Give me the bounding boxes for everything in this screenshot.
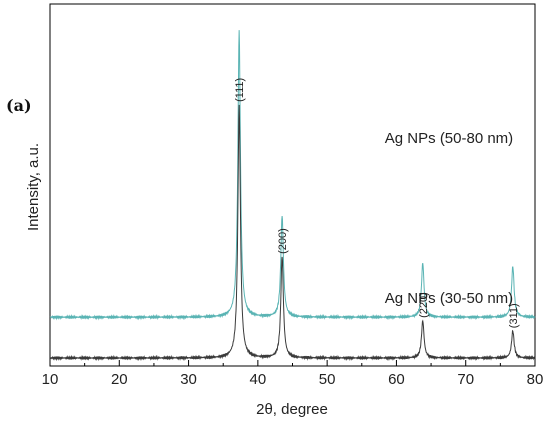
series-labels: Ag NPs (50-80 nm) Ag NPs (30-50 nm)	[385, 130, 513, 307]
x-tick-label: 70	[457, 371, 474, 388]
plot-frame	[49, 3, 536, 367]
panel-label: (a)	[6, 96, 32, 115]
peak-label-0: (111)	[234, 78, 246, 102]
series-label-1: Ag NPs (30-50 nm)	[385, 290, 513, 307]
series-label-0: Ag NPs (50-80 nm)	[385, 130, 513, 147]
peak-labels: (111) (200) (220) (311)	[234, 78, 520, 328]
y-axis-title: Intensity, a.u.	[25, 143, 42, 231]
peak-label-2: (220)	[418, 292, 430, 318]
series-line-0	[49, 30, 536, 321]
x-tick-label: 40	[250, 371, 267, 388]
x-axis-title: 2θ, degree	[256, 401, 328, 418]
series-layer	[49, 30, 536, 362]
x-tick-label: 20	[111, 371, 128, 388]
x-tick-label: 60	[388, 371, 405, 388]
x-axis-ticks: 10 20 30 40 50 60 70 80	[42, 360, 544, 388]
x-tick-label: 80	[527, 371, 544, 388]
x-tick-label: 10	[42, 371, 59, 388]
peak-label-1: (200)	[277, 228, 289, 254]
x-tick-label: 30	[180, 371, 197, 388]
series-line-1	[49, 104, 536, 362]
peak-label-3: (311)	[508, 303, 520, 328]
x-tick-label: 50	[319, 371, 336, 388]
